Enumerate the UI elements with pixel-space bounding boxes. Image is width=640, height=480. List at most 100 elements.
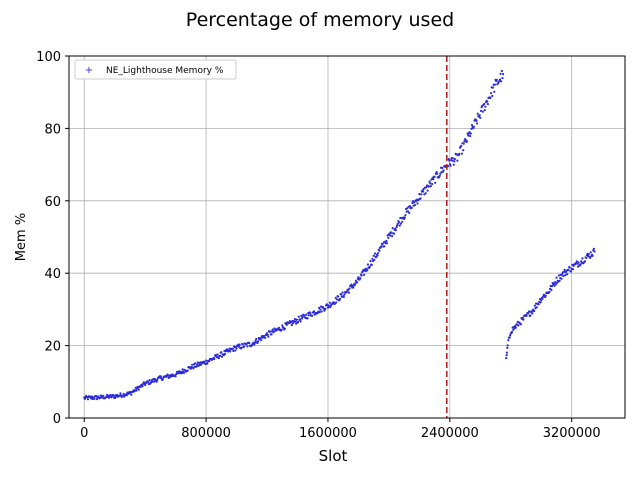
data-point <box>451 157 455 160</box>
y-axis-label: Mem % <box>14 213 29 261</box>
data-point <box>476 112 479 115</box>
data-point <box>589 251 592 254</box>
data-point <box>529 314 532 317</box>
data-point <box>267 335 270 338</box>
data-point <box>585 256 588 259</box>
y-tick-label: 80 <box>44 122 61 137</box>
legend-label: NE_Lighthouse Memory % <box>106 66 224 76</box>
data-point <box>486 103 489 106</box>
legend-marker: + <box>85 65 93 76</box>
data-point <box>528 310 531 313</box>
data-point <box>533 304 537 307</box>
data-point <box>438 174 441 177</box>
data-point <box>318 311 321 314</box>
data-point <box>373 252 376 255</box>
data-point <box>501 77 504 80</box>
x-axis-ticks: 0 800000 1600000 2400000 3200000 <box>80 418 601 441</box>
data-point <box>363 273 366 276</box>
data-point <box>253 341 257 344</box>
data-point <box>312 310 316 313</box>
data-point <box>293 318 297 321</box>
data-point <box>356 281 359 284</box>
data-point <box>469 132 472 135</box>
data-point <box>404 214 407 217</box>
data-point <box>371 257 374 260</box>
grid-lines <box>69 55 625 419</box>
data-point <box>311 314 314 317</box>
data-point <box>427 185 430 188</box>
data-point <box>264 336 267 339</box>
data-point <box>398 224 401 227</box>
data-point <box>159 375 163 378</box>
data-point <box>460 144 463 147</box>
data-point <box>500 80 503 83</box>
data-point <box>509 334 512 337</box>
data-point <box>583 260 587 263</box>
data-point <box>219 354 222 357</box>
data-point <box>416 202 419 205</box>
data-point <box>182 371 185 374</box>
data-point <box>208 360 211 363</box>
data-point <box>141 385 144 388</box>
data-point <box>130 393 133 396</box>
data-point <box>114 396 117 399</box>
data-point <box>281 324 284 327</box>
data-point <box>433 175 436 178</box>
data-point <box>462 149 465 152</box>
data-point <box>512 328 515 331</box>
data-point <box>338 297 342 300</box>
data-point <box>375 256 378 259</box>
data-point <box>95 395 98 398</box>
data-point <box>309 312 312 315</box>
data-point <box>429 185 432 188</box>
data-point <box>505 351 508 354</box>
data-point <box>465 140 469 143</box>
data-point <box>248 341 251 345</box>
data-point <box>429 182 432 185</box>
data-point <box>539 301 542 304</box>
x-tick-label: 3200000 <box>543 426 601 441</box>
data-point <box>510 330 514 334</box>
data-point <box>507 339 510 342</box>
data-point <box>243 345 246 348</box>
data-point <box>318 306 321 309</box>
data-point <box>241 343 244 346</box>
data-point <box>192 367 195 370</box>
x-axis-label: Slot <box>319 447 348 465</box>
y-tick-label: 100 <box>36 50 61 65</box>
data-point <box>100 394 103 397</box>
data-point <box>426 189 429 192</box>
data-point <box>589 256 592 259</box>
data-point <box>290 324 293 327</box>
data-point <box>220 351 223 354</box>
data-point <box>156 379 159 382</box>
data-point <box>522 318 525 321</box>
data-point <box>137 388 140 391</box>
data-point <box>294 320 297 323</box>
data-point <box>278 326 281 329</box>
data-point <box>328 301 331 304</box>
data-point <box>373 258 376 261</box>
chart-title: Percentage of memory used <box>186 9 454 31</box>
data-point <box>194 362 197 365</box>
data-point <box>383 245 386 248</box>
y-tick-label: 20 <box>44 340 61 355</box>
data-point <box>235 347 238 350</box>
data-point <box>177 372 180 375</box>
x-tick-label: 0 <box>80 426 88 441</box>
data-point <box>307 314 310 317</box>
data-point <box>484 105 487 108</box>
data-point <box>591 254 594 257</box>
data-point <box>385 242 389 245</box>
data-point <box>481 110 484 113</box>
data-point <box>550 288 553 291</box>
data-point <box>430 178 433 181</box>
data-point <box>544 294 547 297</box>
data-point <box>266 333 269 336</box>
data-point <box>297 315 300 318</box>
data-point <box>213 357 216 360</box>
data-point <box>419 197 422 200</box>
data-point <box>499 72 502 75</box>
data-point <box>542 295 545 298</box>
